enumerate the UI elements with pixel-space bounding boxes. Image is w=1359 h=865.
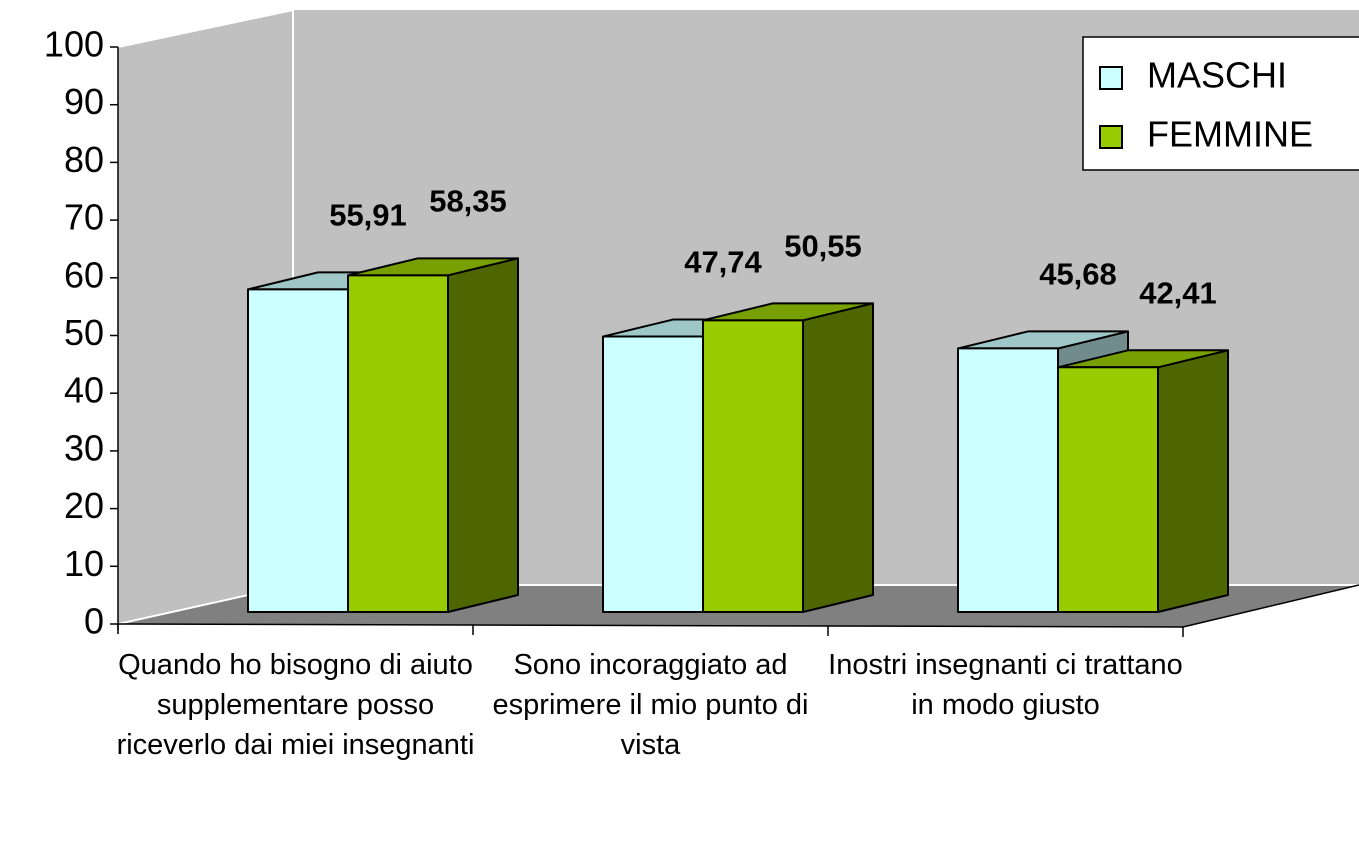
y-tick-label: 10 (64, 543, 104, 584)
y-tick-label: 80 (64, 139, 104, 180)
legend-swatch (1099, 125, 1123, 149)
y-tick-label: 40 (64, 370, 104, 411)
y-tick-label: 30 (64, 427, 104, 468)
bar (1057, 366, 1159, 614)
bar-side (447, 257, 519, 613)
bar (702, 319, 804, 613)
legend-label: MASCHI (1147, 55, 1287, 96)
bar (602, 335, 704, 613)
y-tick-label: 60 (64, 254, 104, 295)
value-label: 58,35 (429, 184, 507, 219)
x-tick-label: Quando ho bisogno di aiuto supplementare… (116, 649, 475, 761)
bar (347, 274, 449, 613)
value-label: 47,74 (684, 245, 762, 280)
legend-label: FEMMINE (1147, 114, 1313, 155)
value-label: 45,68 (1039, 257, 1117, 292)
bar-side (802, 302, 874, 613)
value-label: 55,91 (329, 198, 407, 233)
value-label: 50,55 (784, 229, 862, 264)
bar (957, 347, 1059, 613)
legend (1082, 36, 1359, 171)
x-axis (117, 623, 1184, 628)
y-tick-label: 0 (84, 601, 104, 642)
y-tick-label: 20 (64, 485, 104, 526)
bar (247, 288, 349, 613)
y-tick-label: 100 (44, 24, 104, 65)
value-label: 42,41 (1139, 275, 1217, 310)
floor-edge (1182, 584, 1359, 628)
y-tick-label: 50 (64, 312, 104, 353)
y-tick-label: 90 (64, 81, 104, 122)
bar-side (1157, 349, 1229, 613)
wall-edge (117, 9, 294, 48)
x-tick-label: Inostri insegnanti ci trattano in modo g… (828, 649, 1183, 721)
y-tick-label: 70 (64, 197, 104, 238)
legend-swatch (1099, 66, 1123, 90)
x-tick-label: Sono incoraggiato ad esprimere il mio pu… (492, 649, 809, 761)
